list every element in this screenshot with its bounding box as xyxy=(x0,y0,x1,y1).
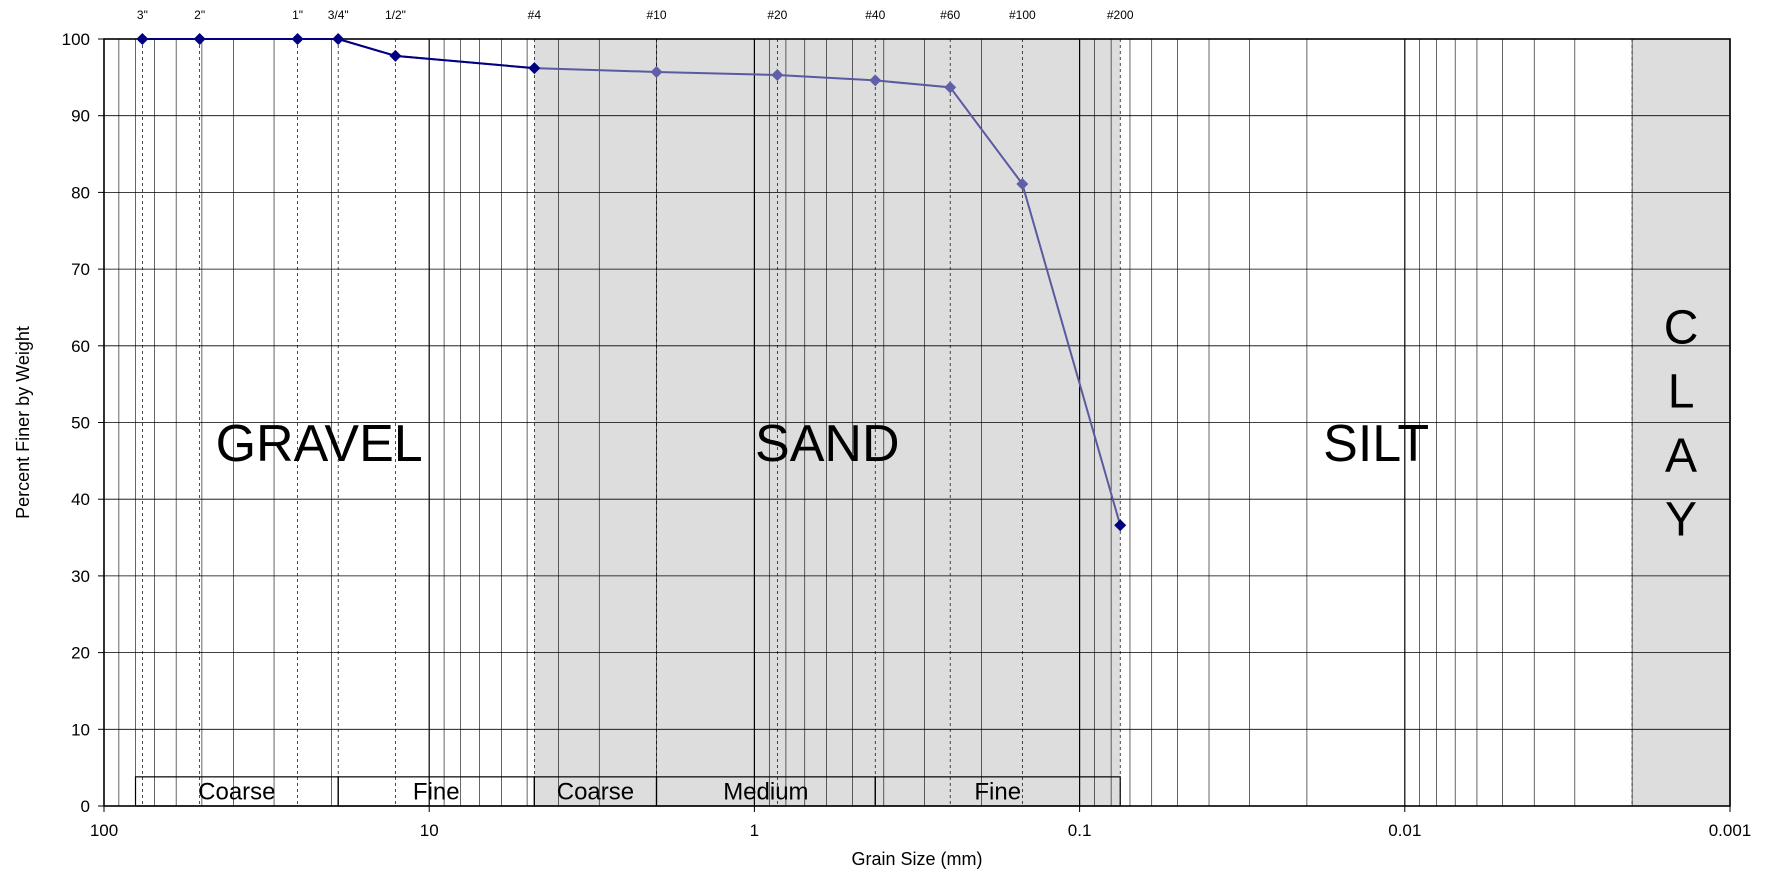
sieve-lines xyxy=(142,39,1633,806)
data-point xyxy=(944,81,957,94)
sieve-label: 3/4" xyxy=(328,8,349,22)
x-tick-label: 0.1 xyxy=(1068,821,1092,840)
x-tick-label: 10 xyxy=(420,821,439,840)
clay-letter: A xyxy=(1665,430,1697,483)
sieve-label: #20 xyxy=(767,8,787,22)
data-point xyxy=(771,69,784,82)
soil-zone-label-gravel: GRAVEL xyxy=(216,415,423,473)
data-point xyxy=(650,65,663,78)
sub-zone-label: Fine xyxy=(974,778,1021,805)
sieve-label: #4 xyxy=(528,8,542,22)
data-point xyxy=(1114,519,1127,532)
sieve-label: 2" xyxy=(194,8,205,22)
clay-letter: C xyxy=(1664,302,1699,355)
sieve-label: 3" xyxy=(137,8,148,22)
data-point xyxy=(1016,177,1029,190)
sieve-labels: 3" 2" 1" 3/4" 1/2" #4 #10 #20 #40 #60 #100 #200 xyxy=(137,8,1134,22)
soil-zone-label-silt: SILT xyxy=(1323,415,1429,473)
series-line-gravel xyxy=(142,38,535,70)
sub-zone-label: Medium xyxy=(723,778,808,805)
sieve-label: #10 xyxy=(646,8,666,22)
data-point xyxy=(193,33,206,45)
sub-zone-label: Coarse xyxy=(198,778,275,805)
data-point xyxy=(136,33,149,45)
sieve-label: 1" xyxy=(292,8,303,22)
y-tick-label: 70 xyxy=(71,260,90,279)
sub-zone-box xyxy=(874,776,1121,807)
clay-letter: Y xyxy=(1665,494,1697,547)
sieve-label: #40 xyxy=(865,8,885,22)
x-tick-label: 0.001 xyxy=(1709,821,1752,840)
y-tick-label: 20 xyxy=(71,644,90,663)
sieve-label: #60 xyxy=(940,8,960,22)
y-axis-title: Percent Finer by Weight xyxy=(13,326,33,519)
sub-zone-label: Fine xyxy=(413,778,460,805)
data-point xyxy=(389,49,402,62)
x-tick-label: 1 xyxy=(750,821,759,840)
y-tick-label: 30 xyxy=(71,567,90,586)
sieve-label: 1/2" xyxy=(385,8,406,22)
y-tick-label: 0 xyxy=(81,797,90,816)
y-tick-label: 10 xyxy=(71,720,90,739)
data-series xyxy=(136,33,1127,532)
y-tick-label: 40 xyxy=(71,490,90,509)
grid-lines xyxy=(104,38,1731,807)
clay-letter: L xyxy=(1668,366,1695,419)
sieve-label: #100 xyxy=(1009,8,1036,22)
soil-zone-label-sand: SAND xyxy=(755,415,899,473)
tick-labels: 0 10 20 30 40 50 60 70 80 90 100 100 10 1 0.1 0.01 0.001 xyxy=(62,30,1752,840)
data-point xyxy=(291,33,304,45)
y-tick-label: 50 xyxy=(71,414,90,433)
sub-zone-label: Coarse xyxy=(557,778,634,805)
y-tick-label: 90 xyxy=(71,107,90,126)
x-tick-label: 0.01 xyxy=(1388,821,1421,840)
y-tick-label: 80 xyxy=(71,183,90,202)
data-point xyxy=(528,62,541,75)
sub-zone-boxes: Coarse Fine Coarse Medium Fine xyxy=(134,776,1121,807)
y-tick-label: 100 xyxy=(62,30,90,49)
x-tick-label: 100 xyxy=(90,821,118,840)
y-tick-label: 60 xyxy=(71,337,90,356)
data-point xyxy=(869,74,882,87)
data-point xyxy=(332,33,345,45)
sieve-label: #200 xyxy=(1107,8,1134,22)
x-axis-title: Grain Size (mm) xyxy=(851,849,982,869)
